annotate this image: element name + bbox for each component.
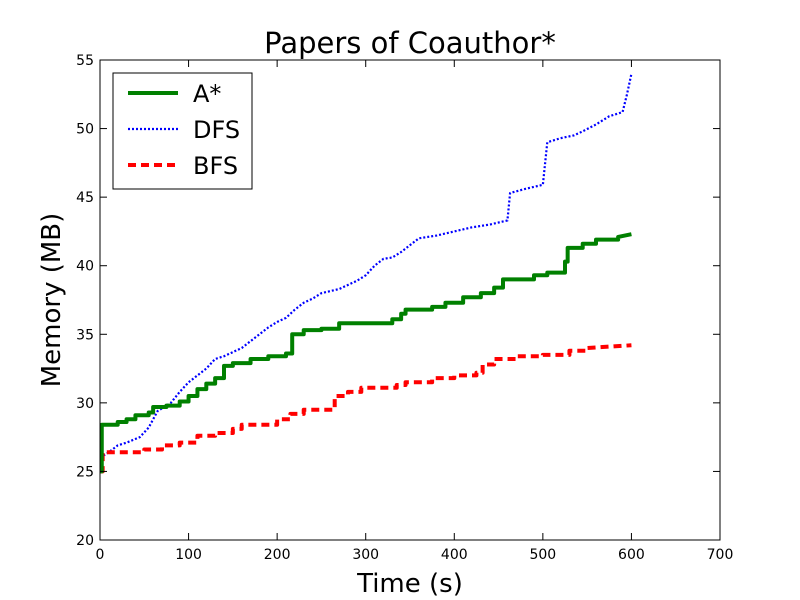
legend-label-a-star: A* bbox=[193, 80, 221, 108]
y-tick-label: 55 bbox=[76, 53, 94, 69]
x-tick-label: 700 bbox=[707, 547, 734, 563]
x-tick-label: 0 bbox=[96, 547, 105, 563]
x-tick-label: 600 bbox=[618, 547, 645, 563]
y-tick-label: 20 bbox=[76, 533, 94, 549]
ticks-layer: 0 100 200 300 400 500 600 700 20 25 30 35 40 45 50 55 bbox=[76, 53, 733, 563]
legend-label-dfs: DFS bbox=[193, 116, 240, 144]
y-tick-label: 30 bbox=[76, 396, 94, 412]
chart-title: Papers of Coauthor* bbox=[264, 26, 556, 60]
x-tick-label: 400 bbox=[441, 547, 468, 563]
y-tick-label: 40 bbox=[76, 259, 94, 275]
y-tick-label: 25 bbox=[76, 464, 94, 480]
series-line-bfs bbox=[100, 343, 632, 474]
x-tick-label: 100 bbox=[175, 547, 202, 563]
y-tick-label: 45 bbox=[76, 190, 94, 206]
legend-label-bfs: BFS bbox=[193, 152, 238, 180]
x-tick-label: 200 bbox=[264, 547, 291, 563]
x-axis-label: Time (s) bbox=[356, 569, 463, 599]
plot-frame bbox=[99, 59, 721, 541]
x-tick-label: 300 bbox=[352, 547, 379, 563]
y-axis-label: Memory (MB) bbox=[37, 213, 67, 388]
y-tick-label: 50 bbox=[76, 122, 94, 138]
y-tick-label: 35 bbox=[76, 327, 94, 343]
x-tick-label: 500 bbox=[529, 547, 556, 563]
series-line-a-star bbox=[100, 232, 632, 474]
series-layer bbox=[100, 73, 633, 474]
legend: A* DFS BFS bbox=[112, 72, 253, 190]
